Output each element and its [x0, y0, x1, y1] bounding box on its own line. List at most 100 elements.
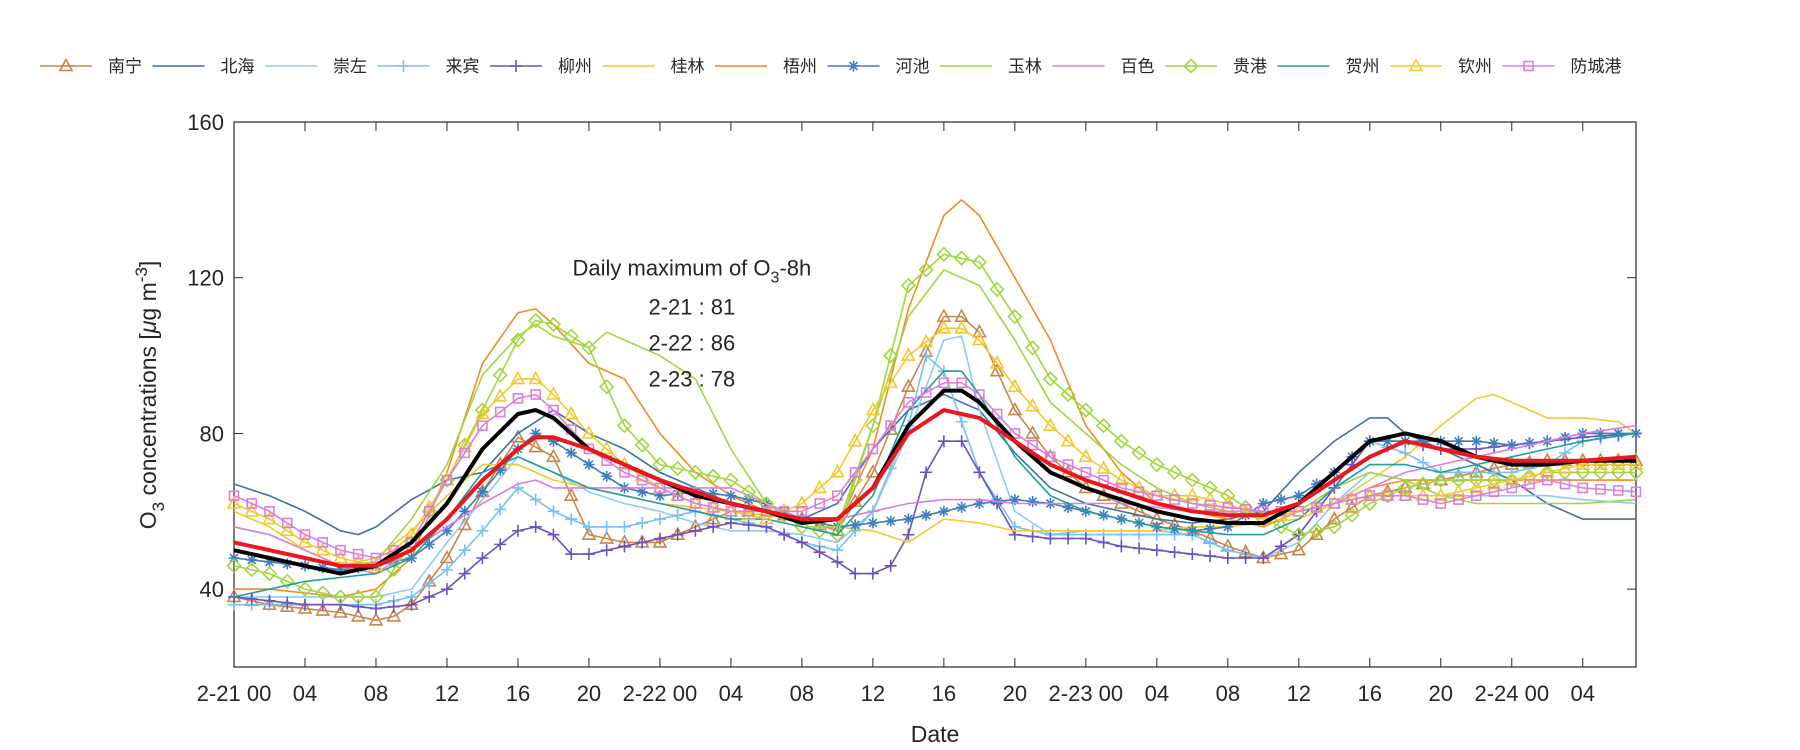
- data-point: [1468, 472, 1484, 488]
- data-point: [440, 583, 453, 596]
- x-tick-label: 2-24 00: [1474, 681, 1549, 706]
- plot-frame: [233, 121, 1637, 668]
- data-point: [1257, 498, 1269, 509]
- data-point: [1506, 439, 1518, 451]
- series-line: [233, 393, 1637, 567]
- data-point: [687, 464, 704, 480]
- x-tick-label: 16: [1358, 681, 1382, 706]
- series-贺州: [233, 370, 1637, 598]
- data-point: [226, 495, 242, 509]
- data-point: [1291, 527, 1307, 543]
- x-tick-label: 04: [719, 681, 743, 706]
- data-point: [510, 370, 526, 385]
- data-point: [1521, 468, 1538, 484]
- data-point: [547, 528, 560, 541]
- data-point: [1470, 435, 1482, 447]
- data-point: [902, 528, 915, 541]
- series-line: [233, 388, 1636, 576]
- data-point: [529, 520, 542, 533]
- data-point: [618, 520, 631, 533]
- data-point: [279, 598, 295, 612]
- data-point: [707, 488, 719, 500]
- data-point: [565, 447, 577, 459]
- data-point: [1131, 445, 1147, 461]
- data-point: [1417, 456, 1430, 469]
- data-point: [582, 548, 595, 561]
- data-point: [528, 312, 544, 329]
- data-point: [263, 594, 276, 607]
- legend: 南宁 北海 崇左 来宾 柳州 桂林 梧州 河池 玉林 百色 贵港 贺州 钦州 防城港: [40, 57, 1622, 76]
- data-point: [494, 538, 507, 551]
- series-桂林: [233, 393, 1637, 567]
- data-point: [1453, 494, 1464, 505]
- data-point: [938, 505, 950, 517]
- data-point: [723, 472, 739, 488]
- data-point: [794, 495, 810, 509]
- y-axis-title: O3 concentrations [μg m-3]: [132, 261, 168, 530]
- data-point: [476, 552, 489, 564]
- legend-entry: 北海: [152, 57, 255, 76]
- data-point: [1204, 500, 1216, 511]
- data-point: [600, 544, 613, 557]
- data-point: [1593, 456, 1608, 470]
- legend-label: 钦州: [1458, 57, 1492, 76]
- y-tick-label: 160: [187, 110, 224, 135]
- data-point: [1273, 545, 1289, 560]
- x-tick-label: 08: [790, 681, 814, 706]
- data-point: [528, 370, 544, 385]
- legend-label: 北海: [221, 57, 255, 76]
- legend-marker: [1183, 58, 1199, 74]
- data-point: [228, 490, 240, 502]
- data-point: [1151, 490, 1163, 502]
- data-point: [1362, 495, 1378, 512]
- x-tick-label: 20: [1429, 681, 1453, 706]
- legend-marker: [510, 60, 522, 72]
- legend-entry: 崇左: [265, 57, 367, 76]
- data-point: [900, 277, 917, 294]
- data-point: [1026, 530, 1039, 543]
- data-point: [1025, 425, 1040, 439]
- data-point: [670, 460, 686, 477]
- data-point: [510, 332, 526, 348]
- data-point: [1078, 402, 1094, 418]
- data-point: [1311, 478, 1323, 490]
- data-point: [1326, 519, 1342, 535]
- data-point: [228, 552, 240, 564]
- legend-label: 防城港: [1571, 57, 1622, 76]
- data-point: [352, 548, 364, 560]
- data-point: [246, 554, 258, 566]
- data-point: [1559, 446, 1572, 459]
- x-tick-label: 16: [932, 681, 956, 706]
- data-point: [1293, 505, 1305, 517]
- data-point: [847, 433, 863, 447]
- data-point: [1204, 536, 1217, 549]
- data-point: [974, 389, 985, 400]
- data-point: [741, 484, 757, 500]
- legend-label: 百色: [1121, 57, 1155, 76]
- data-point: [563, 405, 579, 420]
- data-point: [1610, 456, 1626, 470]
- legend-entry: 桂林: [602, 57, 705, 76]
- data-point: [971, 254, 987, 270]
- legend-entry: 百色: [1052, 57, 1155, 76]
- data-point: [335, 544, 346, 556]
- data-point: [1060, 433, 1076, 447]
- data-point: [672, 490, 683, 502]
- data-point: [583, 459, 595, 471]
- data-point: [653, 532, 666, 545]
- data-point: [405, 598, 418, 611]
- data-point: [440, 563, 453, 576]
- data-point: [298, 598, 311, 611]
- data-point: [1435, 498, 1447, 509]
- data-point: [512, 393, 524, 404]
- x-tick-label: 2-21 00: [197, 681, 272, 706]
- legend-entry: 贺州: [1277, 57, 1380, 76]
- legend-label: 来宾: [446, 57, 480, 76]
- data-point: [315, 602, 331, 616]
- data-point: [581, 425, 597, 439]
- data-point: [528, 438, 544, 453]
- data-point: [1042, 371, 1058, 387]
- data-point: [459, 447, 471, 459]
- data-point: [317, 537, 329, 548]
- data-point: [492, 388, 508, 402]
